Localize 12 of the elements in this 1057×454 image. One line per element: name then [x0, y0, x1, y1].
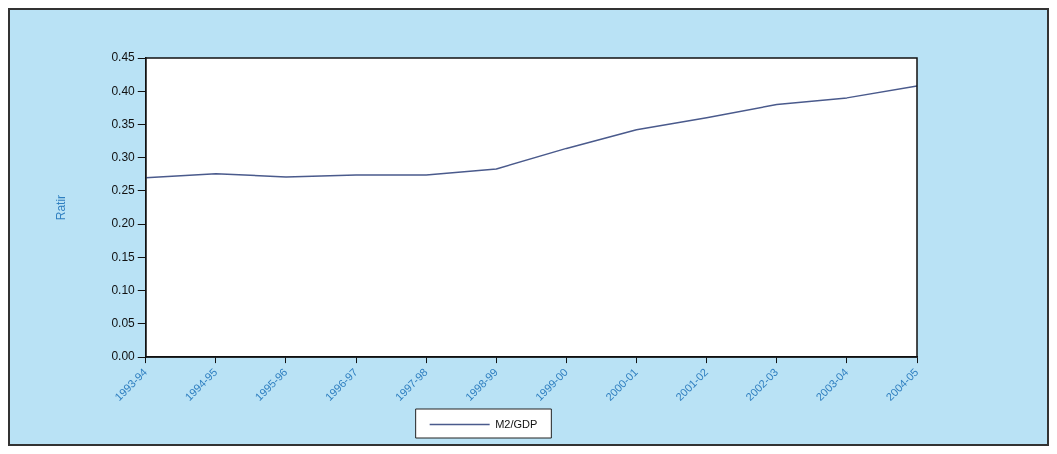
y-tick-label: 0.35 — [111, 116, 136, 131]
y-tick-label: 0.05 — [111, 316, 136, 331]
y-tick-label: 0.40 — [111, 83, 136, 98]
y-tick-label: 0.30 — [111, 150, 136, 165]
y-tick-label: 0.25 — [111, 183, 136, 198]
y-tick-label: 0.20 — [111, 216, 136, 231]
y-tick-label: 0.45 — [111, 50, 136, 65]
text: M2/GDP — [495, 417, 538, 430]
y-axis-title: Ratir — [53, 194, 68, 221]
y-tick-label: 0.00 — [111, 349, 136, 364]
y-tick-label: 0.10 — [111, 282, 136, 297]
y-tick-label: 0.15 — [111, 249, 136, 264]
